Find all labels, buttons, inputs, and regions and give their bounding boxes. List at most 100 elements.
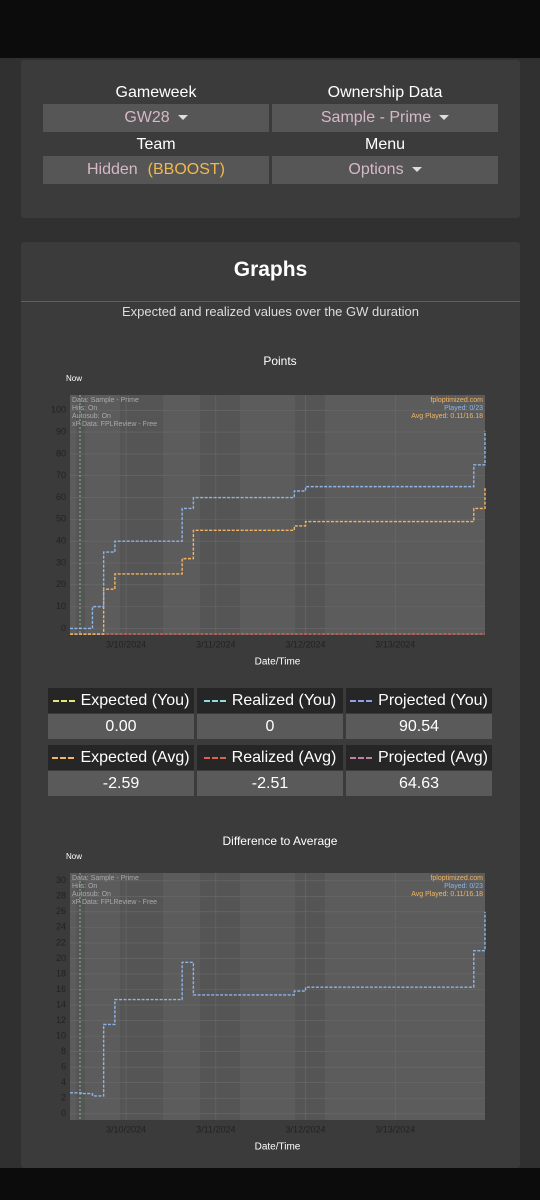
legend-entry: Expected (You) <box>48 688 194 713</box>
x-tick-label: 3/12/2024 <box>286 639 326 649</box>
y-tick-label: 50 <box>56 514 66 524</box>
series-line <box>70 487 486 635</box>
y-tick-label: 70 <box>56 470 66 480</box>
y-tick-label: 16 <box>56 984 66 994</box>
legend-swatch <box>52 699 75 702</box>
legend-swatch <box>52 756 75 759</box>
night-band <box>76 395 85 635</box>
night-band <box>76 873 85 1120</box>
night-band <box>120 395 163 635</box>
label: Ownership Data <box>327 84 443 101</box>
legend-value: 0.00 <box>48 714 194 739</box>
x-tick-label: 3/10/2024 <box>106 639 146 649</box>
y-tick-label: 4 <box>61 1077 66 1087</box>
dropdown[interactable]: GW28 <box>43 104 269 132</box>
y-tick-label: 2 <box>61 1093 66 1103</box>
y-tick-label: 80 <box>56 448 66 458</box>
legend-swatch <box>350 699 373 702</box>
legend-swatch <box>203 756 226 759</box>
y-tick-label: 28 <box>56 891 66 901</box>
annotation: Data: Sample - Prime <box>72 397 139 404</box>
legend-label: Expected (You) <box>80 692 190 709</box>
x-tick-label: 3/13/2024 <box>375 639 415 649</box>
y-tick-label: 30 <box>56 875 66 885</box>
y-tick-label: 30 <box>56 557 66 567</box>
team-box: Hidden (BBOOST) <box>43 156 269 184</box>
value: Sample - Prime <box>320 109 432 126</box>
bottom-bar <box>0 1168 540 1200</box>
legend-value: 0 <box>197 714 343 739</box>
y-tick-label: 10 <box>56 601 66 611</box>
y-tick-label: 18 <box>56 968 66 978</box>
y-tick-label: 26 <box>56 906 66 916</box>
legend-entry: Projected (Avg) <box>346 745 492 770</box>
dropdown[interactable]: Options <box>272 156 498 184</box>
value: Options <box>348 161 404 178</box>
annotation: xP Data: FPLReview - Free <box>72 899 157 906</box>
x-axis-title: Date/Time <box>255 1142 301 1150</box>
series-line <box>70 911 486 1097</box>
y-tick-label: 40 <box>56 536 66 546</box>
legend-swatch <box>350 756 372 759</box>
y-tick-label: 20 <box>56 953 66 963</box>
chart: Difference to Average0246810121416182022… <box>56 834 486 1150</box>
legend-label: Realized (Avg) <box>231 749 337 766</box>
night-band <box>120 873 163 1120</box>
subtitle: Expected and realized values over the GW… <box>121 304 419 319</box>
night-band <box>295 395 325 635</box>
value: GW28 <box>124 109 170 126</box>
legend-label: Realized (You) <box>231 692 337 709</box>
night-band <box>295 873 325 1120</box>
y-tick-label: 8 <box>61 1046 66 1056</box>
y-tick-label: 22 <box>56 937 66 947</box>
y-tick-label: 12 <box>56 1015 66 1025</box>
legend-entry: Projected (You) <box>346 688 492 713</box>
y-tick-label: 14 <box>56 999 66 1009</box>
night-band <box>200 395 240 635</box>
x-axis-title: Date/Time <box>255 657 301 668</box>
divider <box>21 301 520 302</box>
x-tick-label: 3/10/2024 <box>106 1124 146 1134</box>
y-tick-label: 10 <box>56 1030 66 1040</box>
chart: Points 0 10 20 30 40 50 60 70 80 90 100 3/10/2024 3/1… <box>51 354 486 668</box>
section-title: Graphs <box>233 258 308 281</box>
annotation: Played: 0/23 <box>444 405 483 412</box>
legend-entry: Realized (You) <box>197 688 343 713</box>
controls-card: Gameweek Ownership Data GW28 Sample - Pr… <box>21 60 520 218</box>
series-line <box>70 430 486 630</box>
chart-title: Points <box>263 354 296 368</box>
dropdown[interactable]: Sample - Prime <box>272 104 498 132</box>
legend-entry: Realized (Avg) <box>197 745 343 770</box>
marker-label: Now <box>66 374 82 383</box>
legend-label: Expected (Avg) <box>80 749 190 766</box>
marker-label: Now <box>66 852 82 861</box>
legend-label: Projected (You) <box>378 692 488 709</box>
y-tick-label: 100 <box>51 405 66 415</box>
annotation: Hits: On <box>72 405 97 412</box>
x-tick-label: 3/11/2024 <box>196 639 235 649</box>
annotation: Hits: On <box>72 883 97 890</box>
label: Gameweek <box>115 84 197 101</box>
label: Menu <box>364 136 406 153</box>
y-tick-label: 90 <box>56 426 66 436</box>
x-tick-label: 3/11/2024 <box>196 1124 235 1134</box>
x-tick-label: 3/12/2024 <box>286 1124 326 1134</box>
legend-swatch <box>203 699 226 702</box>
label: Team <box>136 136 176 153</box>
legend-entry: Expected (Avg) <box>48 745 194 770</box>
annotation: fploptimized.com <box>430 397 483 404</box>
x-tick-label: 3/13/2024 <box>375 1124 415 1134</box>
annotation: Autosub: On <box>72 891 111 898</box>
chart-title: Difference to Average <box>223 834 338 848</box>
night-band <box>200 873 240 1120</box>
value: Hidden <box>86 161 138 178</box>
y-tick-label: 6 <box>61 1062 66 1072</box>
annotation: Played: 0/23 <box>444 883 483 890</box>
legend-value: 64.63 <box>346 771 492 796</box>
legend-value: -2.59 <box>48 771 194 796</box>
chip: (BBOOST) <box>147 161 226 178</box>
annotation: Autosub: On <box>72 413 111 420</box>
legend-value: -2.51 <box>197 771 343 796</box>
annotation: Avg Played: 0.11/16.18 <box>411 891 483 898</box>
